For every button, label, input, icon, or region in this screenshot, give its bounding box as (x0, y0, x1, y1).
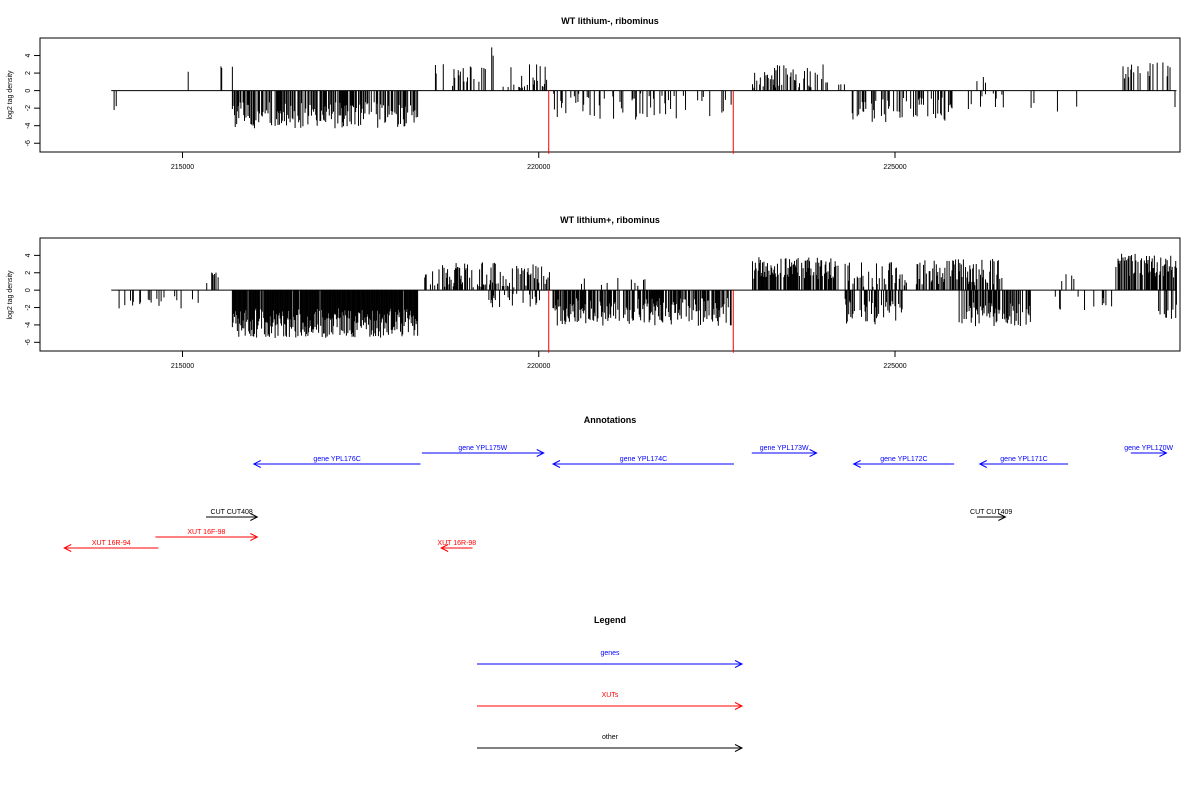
feature-label: gene YPL175W (458, 445, 507, 452)
density-bars (113, 47, 1176, 129)
feature-label: gene YPL176C (313, 456, 360, 463)
feature-arrow: XUT 16R-98 (437, 540, 476, 552)
legend: Legend genes XUTs other (477, 615, 744, 752)
legend-label: genes (600, 650, 620, 657)
y-tick-label: -2 (25, 304, 32, 310)
feature-arrow: gene YPL175W (421, 445, 545, 457)
y-tick-label: 0 (25, 288, 32, 292)
legend-items: genes XUTs other (477, 650, 744, 752)
feature-label: gene YPL172C (880, 456, 927, 463)
y-axis-label: log2 tag density (7, 270, 14, 320)
y-tick-label: 0 (25, 89, 32, 93)
feature-arrow: gene YPL176C (252, 456, 421, 468)
y-tick-label: -6 (25, 140, 32, 146)
y-axis-label: log2 tag density (7, 70, 14, 120)
annotations-title: Annotations (584, 415, 637, 425)
x-axis: 215000 220000 225000 (171, 351, 907, 370)
density-plot-lithium-minus: WT lithium-, ribominus log2 tag density … (7, 16, 1181, 171)
legend-item: other (477, 734, 744, 752)
x-tick-label: 225000 (883, 363, 906, 370)
x-tick-label: 215000 (171, 164, 194, 171)
legend-label: other (602, 734, 619, 741)
position-markers (548, 90, 734, 154)
feature-arrow: gene YPL173W (751, 445, 818, 457)
feature-label: gene YPL174C (620, 456, 667, 463)
feature-arrow: gene YPL171C (978, 456, 1069, 468)
feature-label: gene YPL170W (1124, 445, 1173, 452)
y-tick-label: 4 (25, 53, 32, 57)
density-bars (118, 253, 1177, 338)
x-tick-label: 215000 (171, 363, 194, 370)
feature-arrow: gene YPL170W (1124, 445, 1173, 457)
y-tick-label: 4 (25, 253, 32, 257)
y-tick-label: 2 (25, 271, 32, 275)
plot-frame (39, 37, 1181, 153)
y-tick-label: -4 (25, 322, 32, 328)
feature-label: CUT CUT409 (970, 509, 1012, 516)
plot-frame (39, 237, 1181, 352)
x-axis: 215000 220000 225000 (171, 152, 907, 171)
y-tick-label: 2 (25, 71, 32, 75)
feature-arrow: gene YPL172C (852, 456, 955, 468)
position-markers (548, 290, 734, 353)
feature-label: CUT CUT408 (211, 509, 253, 516)
feature-arrows: gene YPL176C gene YPL175W gene YPL174C gene… (63, 445, 1173, 552)
y-tick-label: -6 (25, 339, 32, 345)
legend-item: XUTs (477, 692, 744, 710)
feature-arrow: gene YPL174C (551, 456, 734, 468)
feature-arrow: CUT CUT409 (970, 509, 1012, 521)
panel-title: WT lithium+, ribominus (560, 215, 660, 225)
legend-title: Legend (594, 615, 626, 625)
feature-label: XUT 16F-98 (187, 529, 225, 536)
feature-label: gene YPL173W (760, 445, 809, 452)
feature-arrow: XUT 16F-98 (155, 529, 259, 541)
x-tick-label: 220000 (527, 164, 550, 171)
feature-arrow: XUT 16R-94 (63, 540, 159, 552)
panel-title: WT lithium-, ribominus (561, 16, 659, 26)
legend-label: XUTs (602, 692, 619, 699)
y-axis: -6 -4 -2 0 2 4 (25, 253, 40, 345)
y-tick-label: -4 (25, 122, 32, 128)
x-tick-label: 220000 (527, 363, 550, 370)
density-plot-lithium-plus: WT lithium+, ribominus log2 tag density … (7, 215, 1181, 370)
feature-label: XUT 16R-98 (437, 540, 476, 547)
y-tick-label: -2 (25, 105, 32, 111)
feature-label: gene YPL171C (1000, 456, 1047, 463)
feature-arrow: CUT CUT408 (206, 509, 259, 521)
feature-label: XUT 16R-94 (92, 540, 131, 547)
y-axis: -6 -4 -2 0 2 4 (25, 53, 40, 146)
x-tick-label: 225000 (883, 164, 906, 171)
legend-item: genes (477, 650, 744, 668)
